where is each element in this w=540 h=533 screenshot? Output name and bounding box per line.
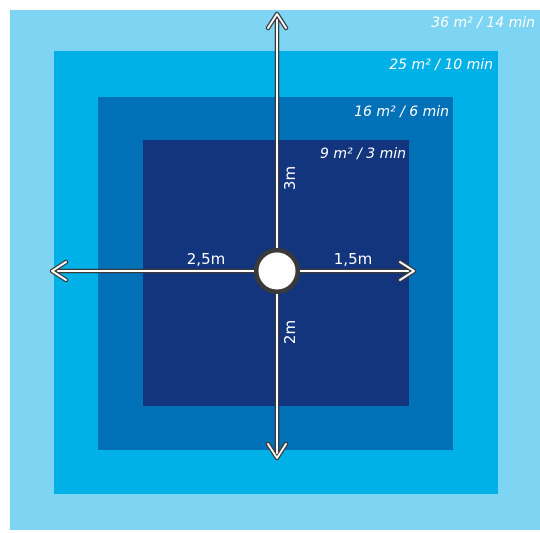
distance-label-down: 2m — [281, 320, 299, 344]
distance-label-right: 1,5m — [334, 250, 372, 268]
zone-label-9m2: 9 m² / 3 min — [320, 146, 406, 162]
center-point — [257, 251, 297, 291]
arrows — [49, 11, 417, 461]
arrowhead-down — [267, 443, 287, 459]
arrowhead-up — [267, 13, 287, 29]
distance-label-up: 3m — [281, 166, 299, 190]
center-point-outer — [254, 248, 300, 294]
arrowhead-right — [399, 261, 415, 281]
zone-label-16m2: 16 m² / 6 min — [354, 104, 449, 120]
distance-label-left: 2,5m — [187, 250, 225, 268]
arrowhead-left — [51, 261, 67, 281]
zone-label-36m2: 36 m² / 14 min — [431, 15, 535, 31]
zone-label-25m2: 25 m² / 10 min — [389, 57, 493, 73]
